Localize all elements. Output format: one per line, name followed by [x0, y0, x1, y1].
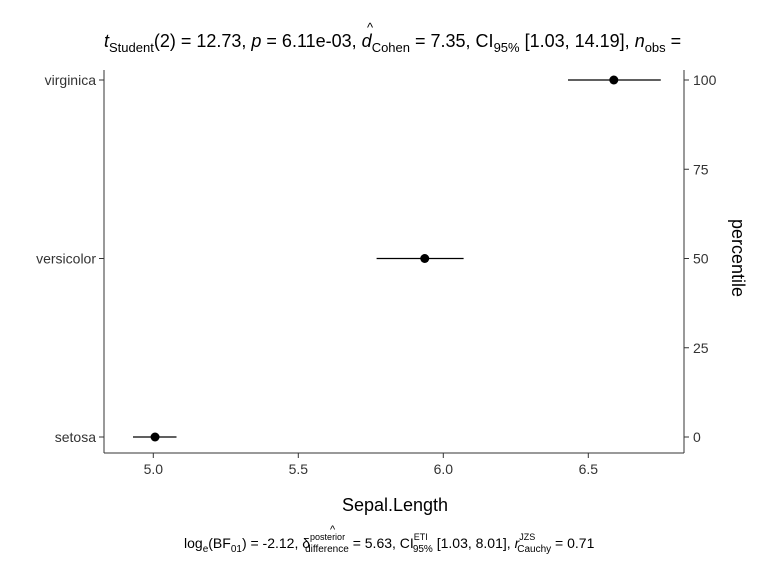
category-label: virginica [45, 72, 97, 88]
right-axis-title: percentile [728, 219, 748, 297]
category-ticks: setosa versicolor virginica [36, 72, 104, 445]
right-ticks: 0 25 50 75 100 [684, 72, 717, 445]
right-tick-label: 0 [693, 429, 701, 445]
x-ticks: 5.0 5.5 6.0 6.5 [144, 453, 599, 477]
chart-caption: loge(BF01) = -2.12, δposterior difference… [184, 532, 595, 555]
data-point [420, 254, 430, 263]
category-label: setosa [55, 429, 96, 445]
x-tick-label: 6.5 [579, 461, 599, 477]
right-tick-label: 75 [693, 161, 709, 177]
marks [133, 75, 661, 442]
data-point [609, 75, 619, 85]
subtitle-d-hat: ^ [367, 20, 374, 35]
x-tick-label: 5.5 [289, 461, 309, 477]
right-tick-label: 50 [693, 251, 709, 267]
data-point [150, 432, 160, 442]
chart-subtitle: tStudent(2) = 12.73, p = 6.11e-03, dCohe… [104, 31, 681, 55]
right-tick-label: 25 [693, 340, 709, 356]
x-axis-title: Sepal.Length [342, 495, 448, 515]
plot-area: 5.0 5.5 6.0 6.5 setosa versicolor virginica 0… [36, 70, 717, 477]
x-tick-label: 5.0 [144, 461, 164, 477]
right-tick-label: 100 [693, 72, 717, 88]
caption-delta-hat: ^ [330, 524, 336, 536]
category-label: versicolor [36, 251, 96, 267]
x-tick-label: 6.0 [434, 461, 454, 477]
